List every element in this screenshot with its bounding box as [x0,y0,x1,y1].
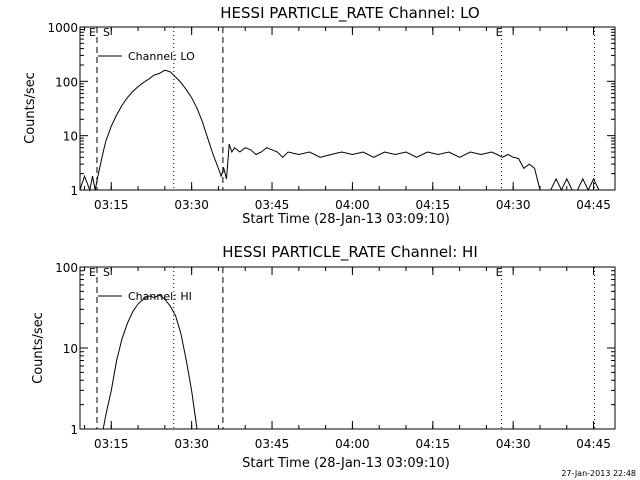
chart-lo-ytick-label: 100 [55,75,78,89]
chart-lo-xtick-label: 04:30 [496,198,531,212]
chart-lo-legend-label: Channel: LO [128,50,195,63]
chart-hi-data-layer: 03:15 03:30 03:45 04:00 04:15 04:30 04:45 1 10 10… [55,261,615,451]
chart-hi: HESSI PARTICLE_RATE Channel: HI 03:15 03:… [31,243,616,471]
chart-hi-xtick-label: 04:45 [576,437,611,451]
chart-hi-xtick-label: 03:15 [94,437,129,451]
chart-lo-xtick-label: 04:00 [335,198,370,212]
chart-lo-plot-frame [79,26,616,191]
chart-lo-data-layer: 03:15 03:30 03:45 04:00 04:15 04:30 04:45 1 10 10… [47,21,615,212]
chart-lo-marker-label: E [89,26,96,39]
chart-hi-xtick-label: 04:15 [415,437,450,451]
chart-lo-marker-label: S [103,26,110,39]
chart-lo-xtick-label: 04:15 [415,198,450,212]
chart-hi-ytick-label: 1 [70,423,78,437]
chart-lo: HESSI PARTICLE_RATE Channel: LO 03:15 03:… [23,4,616,227]
chart-lo-xtick-label: 04:45 [576,198,611,212]
chart-hi-marker-label: S [103,266,110,279]
chart-hi-ytick-label: 10 [63,342,78,356]
chart-hi-xtick-label: 04:00 [335,437,370,451]
chart-hi-xtick-label: 03:30 [174,437,209,451]
chart-lo-xtick-label: 03:45 [255,198,290,212]
chart-lo-ylabel: Counts/sec [23,72,38,144]
chart-hi-title: HESSI PARTICLE_RATE Channel: HI [222,243,478,262]
chart-hi-ylabel: Counts/sec [31,312,46,384]
chart-hi-xtick-label: 03:45 [255,437,290,451]
chart-hi-xtick-label: 04:30 [496,437,531,451]
chart-lo-ytick-label: 10 [63,130,78,144]
footer-timestamp: 27-Jan-2013 22:48 [561,469,636,478]
chart-lo-xtick-label: 03:30 [174,198,209,212]
chart-hi-series-line [102,294,198,430]
chart-lo-ytick-label: 1 [70,184,78,198]
chart-lo-marker-label: E [496,26,503,39]
chart-lo-xlabel: Start Time (28-Jan-13 03:09:10) [242,212,450,227]
chart-lo-series-line [79,69,600,192]
chart-hi-marker-label: E [89,266,96,279]
chart-hi-legend-label: Channel: HI [128,290,192,303]
chart-lo-xtick-label: 03:15 [94,198,129,212]
chart-hi-marker-label: E [496,266,503,279]
chart-lo-title: HESSI PARTICLE_RATE Channel: LO [220,4,479,23]
chart-hi-xlabel: Start Time (28-Jan-13 03:09:10) [242,456,450,471]
chart-hi-ytick-label: 100 [55,261,78,275]
chart-lo-ytick-label: 1000 [47,21,78,35]
